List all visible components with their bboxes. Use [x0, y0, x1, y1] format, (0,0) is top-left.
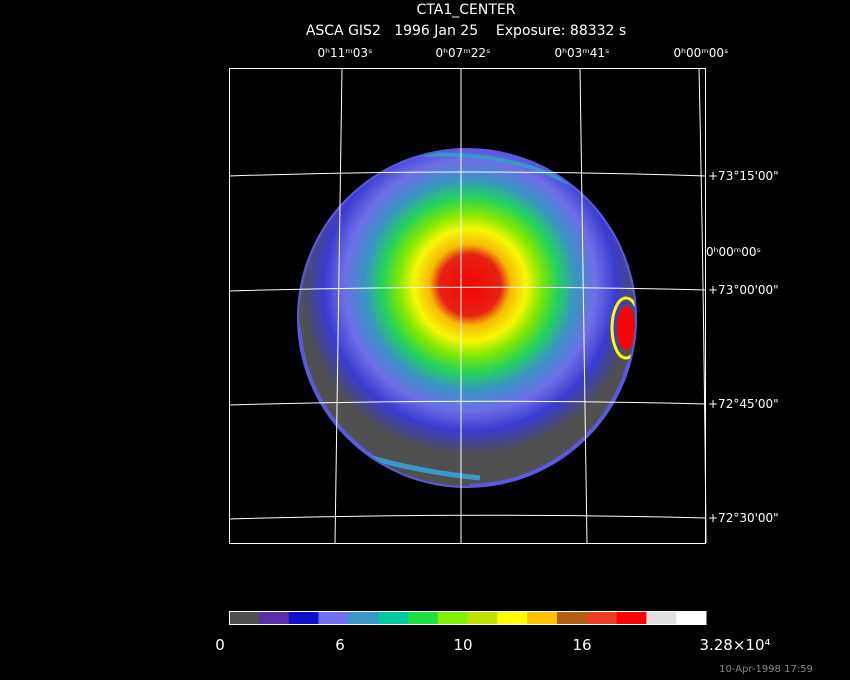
- colorbar-segment: [586, 611, 618, 625]
- subtitle: ASCA GIS2 1996 Jan 25 Exposure: 88332 s: [306, 23, 626, 39]
- colorbar-segment: [527, 611, 558, 625]
- ra-label: 0ʰ07ᵐ22ˢ: [436, 46, 491, 60]
- sky-image: [297, 148, 637, 488]
- source-halo: [610, 296, 635, 360]
- dec-label: +73°00'00": [708, 283, 779, 297]
- colorbar-segment: [646, 611, 677, 625]
- colorbar-segment: [676, 611, 707, 625]
- grid-line: [228, 514, 707, 520]
- colorbar-label: 6: [335, 636, 345, 654]
- colorbar-label: 10: [453, 636, 472, 654]
- coordinate-grid: [228, 67, 707, 544]
- timestamp: 10-Apr-1998 17:59: [719, 664, 813, 675]
- colorbar-segment: [288, 611, 319, 625]
- colorbar-label: 16: [572, 636, 591, 654]
- grid-line: [698, 67, 707, 544]
- colorbar-label: 0: [215, 636, 225, 654]
- colorbar-segment: [407, 611, 439, 625]
- colorbar-segment: [616, 611, 647, 625]
- dec-label: +73°15'00": [708, 169, 779, 183]
- colorbar-segment: [229, 611, 260, 625]
- emission: [299, 150, 635, 460]
- colorbar-segment: [258, 611, 290, 625]
- ra-label: 0ʰ11ᵐ03ˢ: [318, 46, 373, 60]
- dec-label: +72°45'00": [708, 397, 779, 411]
- title: CTA1_CENTER: [417, 2, 516, 18]
- ra-side-label: 0ʰ00ᵐ00ˢ: [706, 245, 761, 259]
- colorbar-segment: [437, 611, 468, 625]
- ra-label: 0ʰ03ᵐ41ˢ: [555, 46, 610, 60]
- frame: [229, 68, 706, 544]
- colorbar-frame: [229, 611, 706, 625]
- dec-label: +72°30'00": [708, 511, 779, 525]
- colorbar-segment: [348, 611, 379, 625]
- grid-line: [228, 171, 707, 177]
- point-source: [617, 306, 635, 350]
- colorbar-segment: [556, 611, 588, 625]
- grid-line: [579, 67, 588, 544]
- colorbar-label: 3.28×10⁴: [699, 636, 770, 654]
- ra-label: 0ʰ00ᵐ00ˢ: [674, 46, 729, 60]
- colorbar-segment: [378, 611, 409, 625]
- colorbar-segment: [318, 611, 349, 625]
- colorbar-segment: [467, 611, 498, 625]
- grid-line: [228, 400, 707, 406]
- grid-line: [228, 286, 707, 292]
- colorbar-segment: [497, 611, 528, 625]
- grid-line: [334, 67, 343, 544]
